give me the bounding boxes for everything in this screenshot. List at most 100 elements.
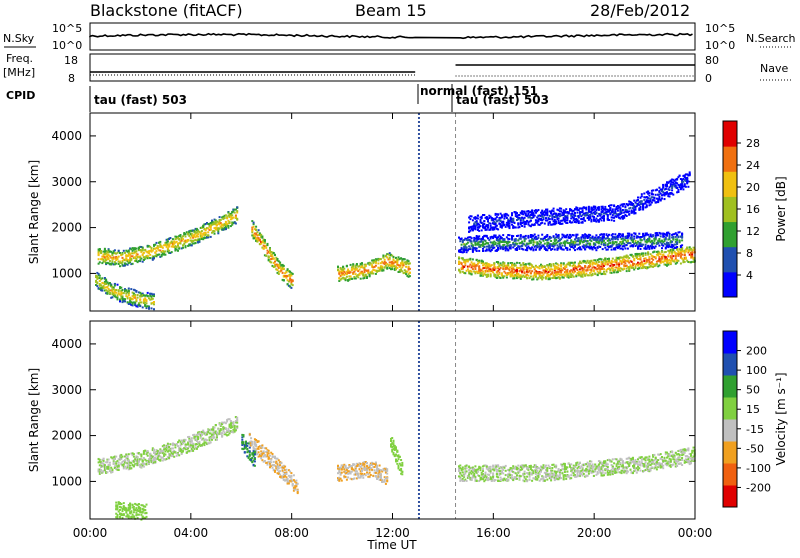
scatter-cell <box>573 276 575 278</box>
scatter-cell <box>637 197 639 199</box>
scatter-cell <box>148 307 150 309</box>
scatter-cell <box>481 217 483 219</box>
scatter-cell <box>530 276 532 278</box>
scatter-cell <box>608 260 610 262</box>
scatter-cell <box>123 250 125 252</box>
scatter-cell <box>346 276 348 278</box>
scatter-cell <box>558 220 560 222</box>
scatter-cell <box>666 235 668 237</box>
scatter-cell <box>210 236 212 238</box>
scatter-cell <box>617 210 619 212</box>
scatter-cell <box>577 212 579 214</box>
scatter-cell <box>617 271 619 273</box>
scatter-cell <box>575 275 577 277</box>
scatter-cell <box>108 467 110 469</box>
scatter-cell <box>662 245 664 247</box>
scatter-cell <box>501 214 503 216</box>
scatter-cell <box>661 258 663 260</box>
scatter-cell <box>125 454 127 456</box>
scatter-cell <box>524 226 526 228</box>
scatter-cell <box>382 257 384 259</box>
scatter-cell <box>137 254 139 256</box>
scatter-cell <box>642 233 644 235</box>
scatter-cell <box>502 234 504 236</box>
scatter-cell <box>655 245 657 247</box>
scatter-cell <box>617 236 619 238</box>
scatter-cell <box>543 277 545 279</box>
scatter-cell <box>283 280 285 282</box>
scatter-cell <box>133 465 135 467</box>
scatter-cell <box>531 246 533 248</box>
scatter-cell <box>602 248 604 250</box>
scatter-cell <box>258 229 260 231</box>
scatter-cell <box>526 249 528 251</box>
scatter-cell <box>669 252 671 254</box>
scatter-cell <box>505 249 507 251</box>
scatter-cell <box>190 237 192 239</box>
scatter-cell <box>671 251 673 253</box>
scatter-cell <box>684 261 686 263</box>
scatter-cell <box>543 217 545 219</box>
scatter-cell <box>360 278 362 280</box>
scatter-cell <box>549 218 551 220</box>
scatter-cell <box>555 239 557 241</box>
scatter-cell <box>647 234 649 236</box>
scatter-cell <box>512 220 514 222</box>
scatter-cell <box>598 207 600 209</box>
scatter-cell <box>648 256 650 258</box>
scatter-cell <box>236 206 238 208</box>
scatter-cell <box>627 237 629 239</box>
scatter-cell <box>343 268 345 270</box>
scatter-cell <box>177 250 179 252</box>
scatter-cell <box>481 272 483 274</box>
scatter-cell <box>461 262 463 264</box>
scatter-cell <box>550 266 552 268</box>
scatter-cell <box>677 189 679 191</box>
scatter-cell <box>660 235 662 237</box>
scatter-cell <box>514 222 516 224</box>
scatter-cell <box>546 210 548 212</box>
scatter-cell <box>626 244 628 246</box>
scatter-cell <box>670 262 672 264</box>
scatter-cell <box>519 262 521 264</box>
scatter-cell <box>645 254 647 256</box>
scatter-cell <box>560 266 562 268</box>
scatter-cell <box>472 258 474 260</box>
scatter-cell <box>114 458 116 460</box>
scatter-cell <box>578 209 580 211</box>
scatter-cell <box>100 251 102 253</box>
scatter-cell <box>468 221 470 223</box>
scatter-cell <box>599 246 601 248</box>
scatter-cell <box>602 261 604 263</box>
scatter-cell <box>652 259 654 261</box>
scatter-cell <box>466 251 468 253</box>
scatter-cell <box>612 261 614 263</box>
scatter-cell <box>594 247 596 249</box>
scatter-cell <box>550 264 552 266</box>
scatter-cell <box>604 206 606 208</box>
nave-tick-top: 80 <box>705 54 719 67</box>
scatter-cell <box>583 268 585 270</box>
scatter-cell <box>346 265 348 267</box>
scatter-cell <box>180 234 182 236</box>
scatter-cell <box>545 278 547 280</box>
scatter-cell <box>549 247 551 249</box>
scatter-cell <box>635 212 637 214</box>
scatter-cell <box>512 235 514 237</box>
scatter-cell <box>677 260 679 262</box>
scatter-cell <box>396 267 398 269</box>
scatter-cell <box>628 233 630 235</box>
scatter-cell <box>476 248 478 250</box>
scatter-cell <box>105 279 107 281</box>
scatter-cell <box>464 264 466 266</box>
scatter-cell <box>685 251 687 253</box>
scatter-cell <box>472 219 474 221</box>
scatter-cell <box>568 212 570 214</box>
scatter-cell <box>590 269 592 271</box>
scatter-cell <box>389 257 391 259</box>
scatter-cell <box>503 239 505 241</box>
scatter-cell <box>527 237 529 239</box>
scatter-cell <box>584 220 586 222</box>
scatter-cell <box>637 248 639 250</box>
colorbar-tick-label: 28 <box>746 137 760 150</box>
